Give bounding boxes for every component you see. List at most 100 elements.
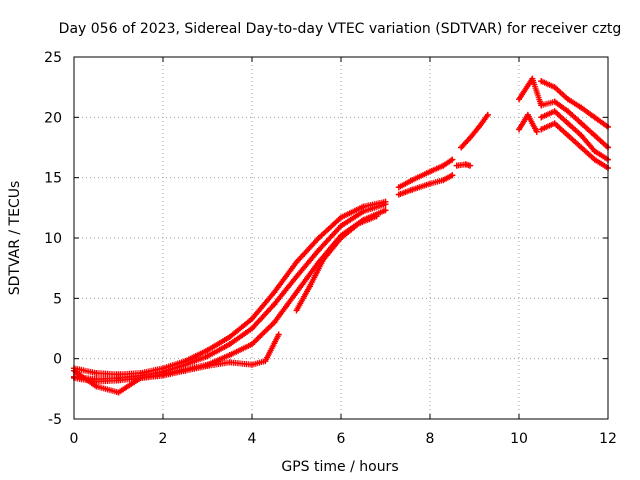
series-track-12 <box>538 78 611 130</box>
data-point <box>360 208 367 215</box>
data-point <box>551 120 558 127</box>
x-tick-label: 2 <box>159 431 168 447</box>
data-point <box>538 126 545 133</box>
data-point <box>395 184 402 191</box>
x-axis-label: GPS time / hours <box>281 459 398 475</box>
data-point <box>538 114 545 121</box>
data-point <box>551 84 558 91</box>
data-point <box>93 370 100 377</box>
data-point <box>93 383 100 390</box>
data-point <box>564 120 571 127</box>
data-point <box>382 207 389 214</box>
data-point <box>226 359 233 366</box>
data-point <box>249 341 255 348</box>
data-point <box>338 214 344 221</box>
data-point <box>275 331 282 338</box>
data-point <box>293 307 300 314</box>
data-point <box>315 247 322 254</box>
series-track-9 <box>453 161 474 169</box>
data-point <box>578 144 585 151</box>
y-tick-label: 5 <box>53 291 62 307</box>
x-tick-label: 4 <box>248 431 257 447</box>
data-point <box>355 220 362 227</box>
data-point <box>591 156 598 163</box>
data-point <box>564 132 571 139</box>
data-point <box>449 172 456 179</box>
y-tick-label: 20 <box>44 110 62 126</box>
data-point <box>338 222 344 229</box>
data-point <box>306 283 313 290</box>
y-tick-label: 25 <box>44 50 62 66</box>
series-track-8 <box>458 111 491 151</box>
data-point <box>484 111 491 118</box>
data-point <box>249 325 255 332</box>
data-point <box>591 114 598 121</box>
data-point <box>271 319 278 326</box>
y-tick-label: 10 <box>44 231 62 247</box>
data-point <box>440 177 447 184</box>
data-point <box>427 180 433 187</box>
data-point <box>293 289 300 296</box>
data-point <box>115 389 122 396</box>
data-point <box>373 213 380 220</box>
y-tick-label: 15 <box>44 171 62 187</box>
data-point <box>249 315 255 322</box>
data-point <box>591 132 598 139</box>
data-point <box>578 104 585 111</box>
y-axis-label: SDTVAR / TECUs <box>7 181 23 296</box>
data-point <box>409 177 416 184</box>
data-point <box>293 273 300 280</box>
data-point <box>551 98 558 105</box>
data-point <box>395 191 402 198</box>
data-point <box>516 96 522 103</box>
data-point <box>338 235 344 241</box>
series-track-6 <box>395 156 456 191</box>
data-point <box>475 123 482 130</box>
data-point <box>249 361 255 368</box>
data-point <box>226 352 233 359</box>
data-point <box>538 102 545 109</box>
data-point <box>182 367 189 374</box>
data-point <box>578 132 585 139</box>
data-point <box>160 372 166 379</box>
x-tick-label: 0 <box>70 431 79 447</box>
data-point <box>467 134 474 141</box>
data-point <box>538 78 545 85</box>
series-track-4 <box>71 331 282 396</box>
data-point <box>516 126 522 133</box>
data-point <box>293 259 300 266</box>
data-point <box>115 377 122 384</box>
series-track-7 <box>395 172 456 198</box>
data-point <box>449 156 456 163</box>
data-point <box>226 333 233 340</box>
data-point <box>226 341 233 348</box>
data-point <box>440 162 447 169</box>
data-point <box>591 148 598 155</box>
data-point <box>271 289 278 296</box>
series-track-13 <box>538 98 611 151</box>
y-tick-label: -5 <box>48 412 62 428</box>
data-point <box>262 358 269 365</box>
data-point <box>204 347 211 354</box>
data-point <box>551 108 558 115</box>
x-tick-label: 12 <box>599 431 617 447</box>
data-point <box>462 161 469 168</box>
data-point <box>382 201 389 208</box>
data-point <box>524 111 531 118</box>
data-point <box>533 128 540 135</box>
data-point <box>315 235 322 241</box>
data-point <box>458 144 465 151</box>
series-track-5 <box>293 213 380 314</box>
data-point <box>453 162 460 169</box>
grid-layer <box>74 57 608 419</box>
data-point <box>271 301 278 308</box>
data-point <box>427 168 433 175</box>
data-point <box>529 75 536 82</box>
series-track-11 <box>516 111 540 135</box>
chart-title: Day 056 of 2023, Sidereal Day-to-day VTE… <box>59 21 622 37</box>
tick-layer: 0 2 4 6 8 10 12 -5 0 5 10 15 20 25 <box>44 50 617 447</box>
y-tick-label: 0 <box>53 352 62 368</box>
data-layer <box>71 75 611 396</box>
x-tick-label: 10 <box>510 431 528 447</box>
data-point <box>564 108 571 115</box>
